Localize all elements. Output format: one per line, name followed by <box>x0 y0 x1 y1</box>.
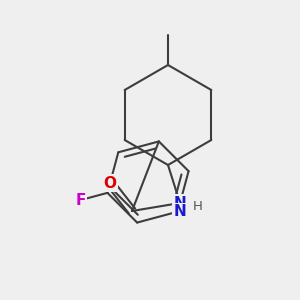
Text: H: H <box>193 200 203 212</box>
Text: N: N <box>173 204 186 219</box>
Text: F: F <box>75 193 85 208</box>
Text: N: N <box>174 196 186 211</box>
Text: O: O <box>103 176 116 190</box>
